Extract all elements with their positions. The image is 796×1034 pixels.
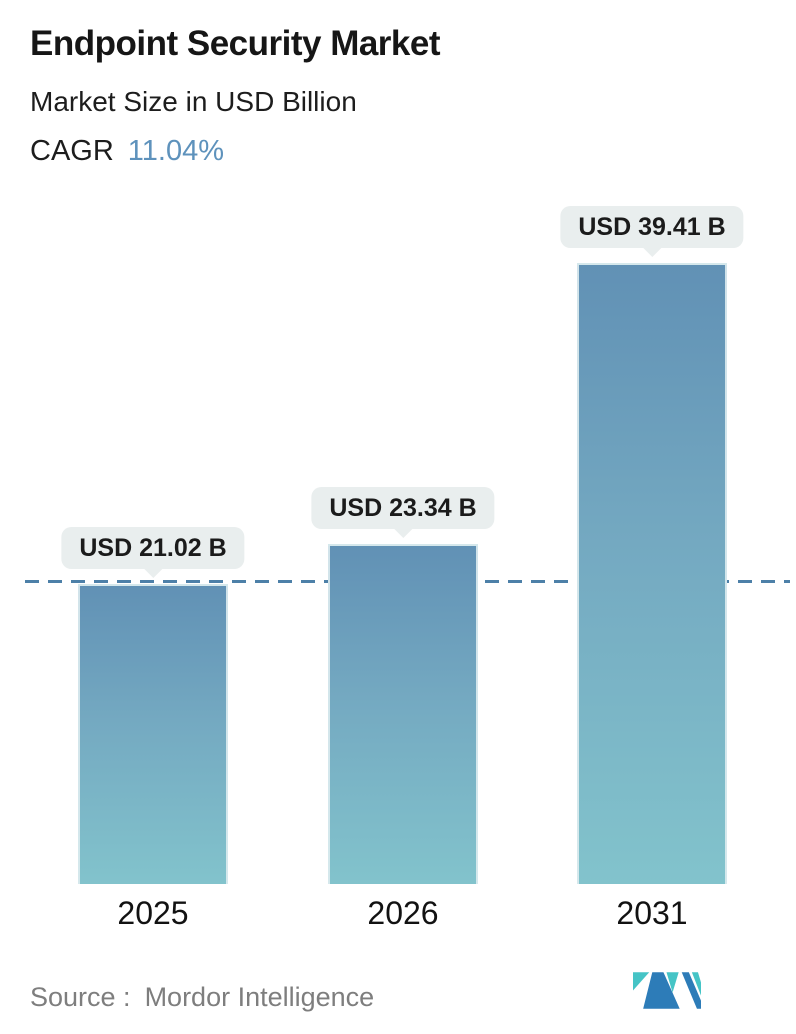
- source-value: Mordor Intelligence: [144, 982, 375, 1012]
- chart-subtitle: Market Size in USD Billion: [30, 86, 357, 117]
- value-label-2031: USD 39.41 B: [578, 213, 726, 241]
- bar-2031: [577, 263, 727, 884]
- bar-2026: [328, 544, 478, 884]
- cagr-row: CAGR 11.04%: [30, 135, 224, 168]
- source-label: Source :: [30, 982, 131, 1012]
- x-axis-label-2031: 2031: [616, 895, 688, 931]
- x-axis-label-2025: 2025: [117, 895, 189, 931]
- bubble-tail-icon: [391, 527, 414, 538]
- logo-teal-band-right: [691, 972, 701, 996]
- bar-2025: [78, 584, 228, 884]
- cagr-label: CAGR: [30, 135, 114, 167]
- page-title: Endpoint Security Market: [30, 24, 441, 63]
- mordor-intelligence-logo: [633, 972, 701, 1009]
- bubble-tail-icon: [141, 567, 164, 578]
- value-bubble-2025: USD 21.02 B: [61, 527, 245, 578]
- logo-teal-triangle-mid: [666, 972, 679, 993]
- source-line: Source : Mordor Intelligence: [30, 982, 374, 1013]
- logo-blue-band-1: [643, 972, 680, 1009]
- value-label-2025: USD 21.02 B: [79, 534, 227, 562]
- logo-blue-band-2: [681, 972, 701, 1009]
- value-bubble-2026: USD 23.34 B: [311, 487, 495, 538]
- value-bubble-2031: USD 39.41 B: [560, 206, 744, 257]
- value-label-2026: USD 23.34 B: [329, 494, 477, 522]
- bubble-tail-icon: [640, 246, 663, 257]
- logo-teal-triangle-left: [633, 972, 650, 991]
- cagr-value: 11.04%: [127, 135, 225, 167]
- x-axis-label-2026: 2026: [367, 895, 439, 931]
